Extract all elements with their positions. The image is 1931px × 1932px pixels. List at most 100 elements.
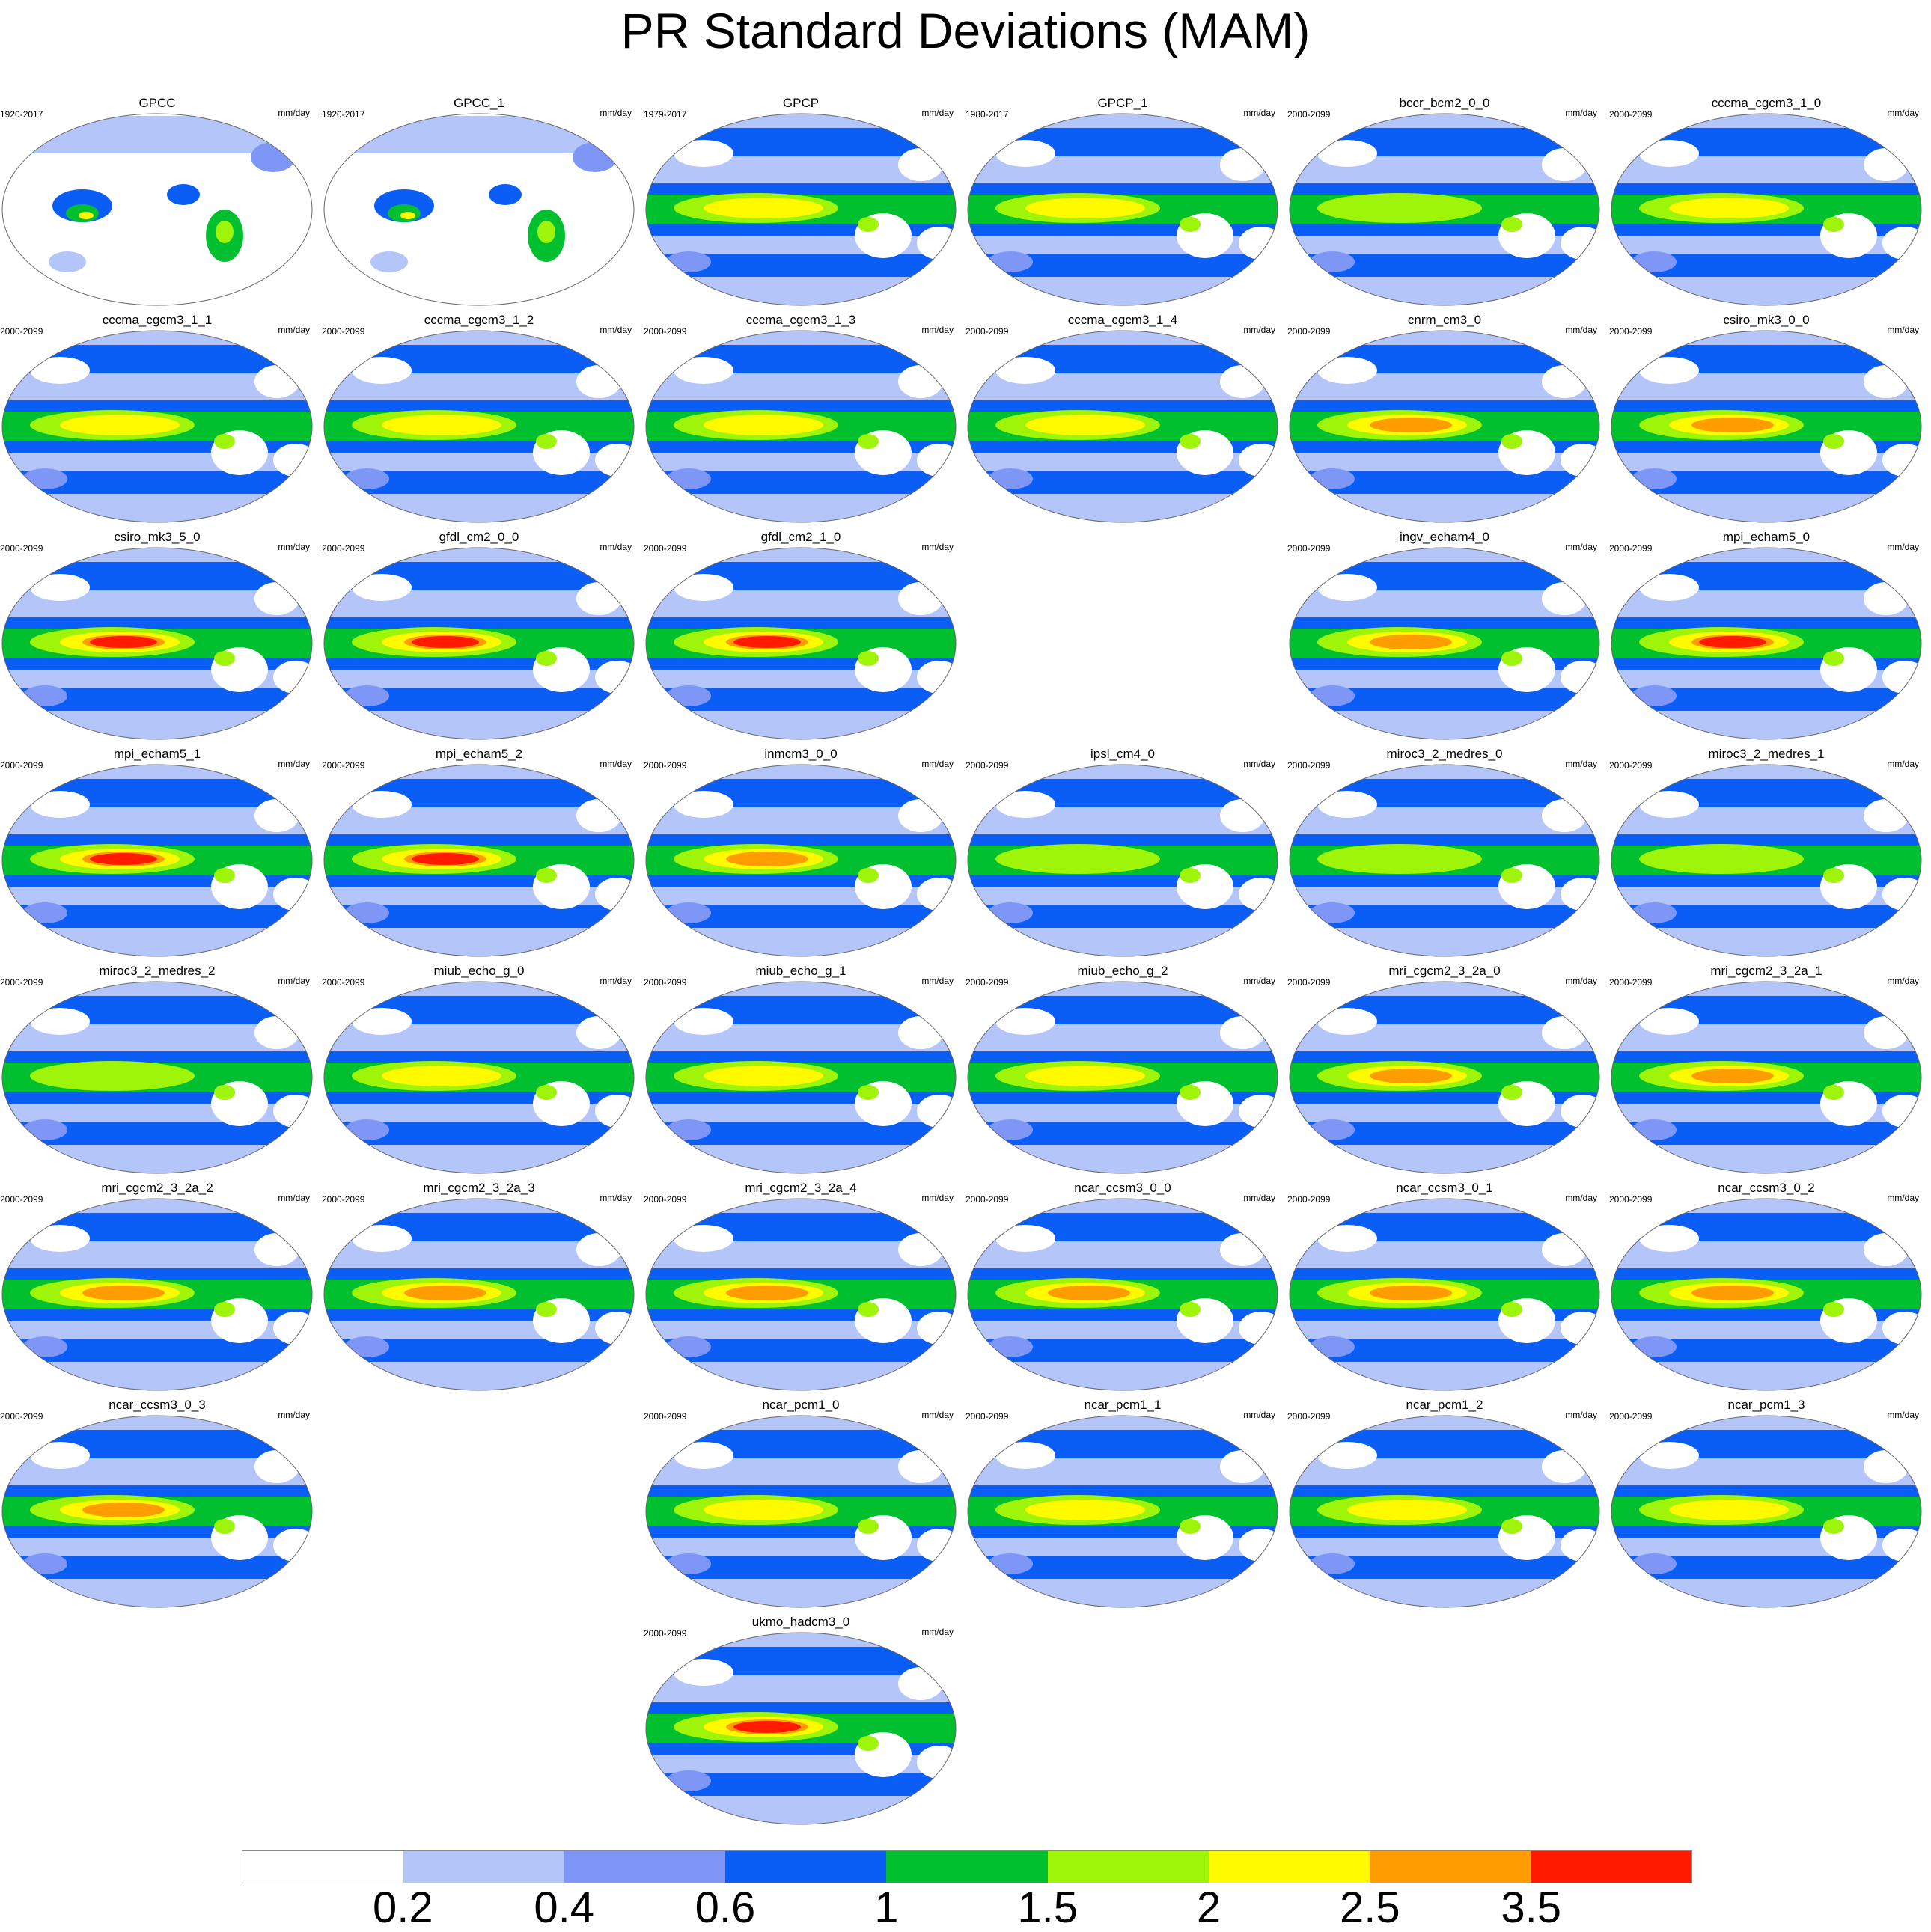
- map-border: [645, 1632, 957, 1825]
- panel-units: mm/day: [921, 325, 954, 335]
- tropical-pacific-higher: [382, 1066, 501, 1086]
- sahara-dry: [576, 799, 621, 832]
- figure-title: PR Standard Deviations (MAM): [620, 3, 1311, 58]
- map-plot: [1611, 764, 1922, 957]
- map-panel: ncar_pcm1_1 2000-2099 mm/day: [966, 1398, 1280, 1611]
- south-america-high: [1501, 217, 1522, 232]
- map-border: [1611, 1198, 1922, 1391]
- map-panel: GPCC_1 1920-2017 mm/day: [322, 96, 636, 309]
- map-plot: [645, 981, 957, 1174]
- panel-years: 2000-2099: [0, 543, 43, 554]
- tropical-pacific-high: [1317, 844, 1482, 874]
- sahara-dry: [1220, 1233, 1265, 1266]
- colorbar-swatch: [886, 1851, 1048, 1883]
- precip-field: [646, 1416, 956, 1607]
- tropical-pacific-peak: [726, 852, 808, 866]
- map-plot: [323, 1198, 635, 1391]
- sahara-dry: [254, 1016, 299, 1049]
- map-plot: [645, 1632, 957, 1825]
- sahara-dry: [254, 582, 299, 615]
- precip-field: [324, 548, 634, 739]
- map-panel: ncar_ccsm3_0_2 2000-2099 mm/day: [1609, 1181, 1924, 1394]
- map-panel: csiro_mk3_5_0 2000-2099 mm/day: [0, 530, 314, 743]
- panel-units: mm/day: [1887, 325, 1919, 335]
- map-panel: miroc3_2_medres_0 2000-2099 mm/day: [1287, 747, 1602, 960]
- sahara-dry: [898, 148, 943, 181]
- precip-field: [2, 1199, 312, 1390]
- map-border: [1, 330, 313, 523]
- panel-title: gfdl_cm2_1_0: [760, 530, 841, 544]
- panel-years: 2000-2099: [0, 760, 43, 771]
- panel-years: 2000-2099: [0, 977, 43, 988]
- panel-years: 2000-2099: [966, 760, 1009, 771]
- indian-ocean-south: [344, 685, 389, 706]
- sahara-dry: [1220, 365, 1265, 398]
- map-plot: [645, 1415, 957, 1608]
- panel-units: mm/day: [1243, 1193, 1275, 1203]
- siberia-dry: [1639, 1008, 1699, 1035]
- tropical-pacific-max: [733, 1721, 801, 1733]
- panel-years: 1979-2017: [644, 109, 687, 120]
- panel-units: mm/day: [278, 108, 310, 118]
- south-america-high: [536, 651, 557, 666]
- map-panel: miub_echo_g_1 2000-2099 mm/day: [644, 964, 958, 1177]
- indian-ocean-south: [1632, 902, 1677, 923]
- map-border: [323, 330, 635, 523]
- south-america-high: [1823, 1085, 1844, 1100]
- panel-units: mm/day: [1565, 108, 1597, 118]
- panel-years: 1920-2017: [0, 109, 43, 120]
- panel-years: 2000-2099: [644, 1194, 687, 1205]
- indian-ocean-south: [666, 1336, 711, 1357]
- panel-title: mpi_echam5_1: [113, 747, 201, 761]
- map-plot: [323, 547, 635, 740]
- sahara-dry: [576, 365, 621, 398]
- map-panel: ncar_ccsm3_0_3 2000-2099 mm/day: [0, 1398, 314, 1611]
- indian-ocean-south: [666, 468, 711, 489]
- siberia-dry: [352, 1008, 412, 1035]
- panel-years: 2000-2099: [644, 977, 687, 988]
- panel-title: mri_cgcm2_3_2a_2: [101, 1181, 213, 1195]
- tropical-pacific-max: [412, 853, 479, 865]
- tropical-pacific-higher: [1025, 1066, 1145, 1086]
- indian-ocean-south: [988, 1119, 1033, 1140]
- panel-years: 2000-2099: [644, 760, 687, 771]
- map-border: [1611, 1415, 1922, 1608]
- map-border: [1611, 547, 1922, 740]
- panel-years: 2000-2099: [322, 543, 365, 554]
- indian-ocean-south: [988, 251, 1033, 272]
- map-plot: [1289, 330, 1600, 523]
- map-border: [1289, 1198, 1600, 1391]
- panel-units: mm/day: [278, 1410, 310, 1420]
- panel-title: GPCC: [138, 96, 176, 110]
- indian-ocean-south: [988, 1553, 1033, 1574]
- panel-title: ncar_pcm1_0: [762, 1398, 840, 1412]
- panel-units: mm/day: [921, 542, 954, 552]
- map-panel: ncar_ccsm3_0_1 2000-2099 mm/day: [1287, 1181, 1602, 1394]
- map-border: [1611, 764, 1922, 957]
- tropical-pacific-max: [412, 636, 479, 648]
- tropical-pacific-peak: [82, 1503, 165, 1517]
- map-panel: GPCP 1979-2017 mm/day: [644, 96, 958, 309]
- south-america-high: [858, 217, 879, 232]
- panel-years: 2000-2099: [1609, 326, 1653, 337]
- precip-field: [968, 1199, 1278, 1390]
- map-panel: mpi_echam5_0 2000-2099 mm/day: [1609, 530, 1924, 743]
- tropical-pacific-high: [1639, 844, 1804, 874]
- siberia-dry: [1317, 140, 1377, 167]
- panel-title: cccma_cgcm3_1_1: [102, 313, 213, 327]
- maritime-peak: [400, 212, 415, 219]
- amazon-peak: [216, 221, 234, 243]
- colorbar-label: 1.5: [1017, 1883, 1078, 1932]
- indian-ocean-south: [666, 251, 711, 272]
- siberia-dry: [352, 357, 412, 384]
- map-plot: [1, 1198, 313, 1391]
- sahara-dry: [898, 365, 943, 398]
- siberia-dry: [995, 1008, 1055, 1035]
- south-america-high: [214, 868, 235, 883]
- map-plot: [967, 981, 1278, 1174]
- panel-years: 2000-2099: [644, 543, 687, 554]
- south-america-high: [858, 1519, 879, 1534]
- south-america-high: [1180, 868, 1201, 883]
- sahara-dry: [898, 1667, 943, 1700]
- siberia-dry: [1317, 1442, 1377, 1469]
